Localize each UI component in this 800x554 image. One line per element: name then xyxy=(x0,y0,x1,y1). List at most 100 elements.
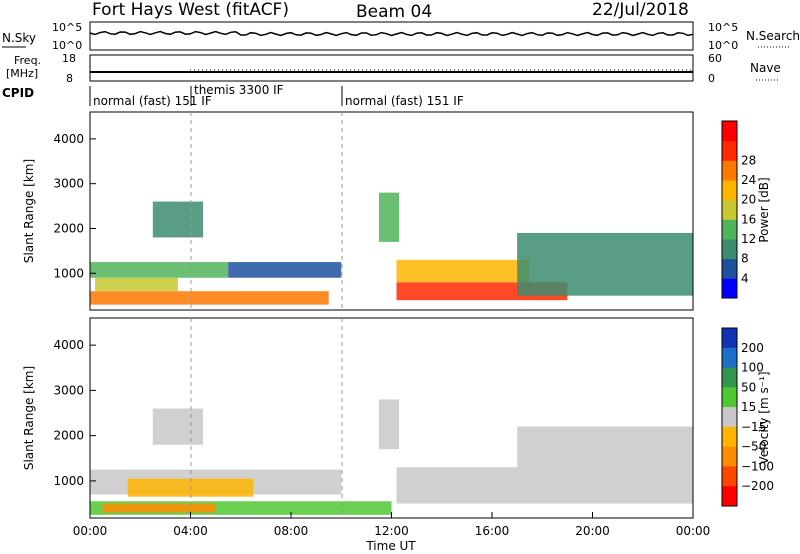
x-tick-label-4: 16:00 xyxy=(475,524,510,538)
velocity-ytick-label-2: 3000 xyxy=(53,383,84,397)
power-colorbar xyxy=(722,121,737,299)
plot-title: Fort Hays West (fitACF) xyxy=(92,0,289,20)
beam-label: Beam 04 xyxy=(356,2,432,22)
power-colorbar-cell-6 xyxy=(722,160,737,181)
power-colorbar-ticks: 4 8 12 16 20 24 28 xyxy=(741,153,756,285)
noise-panel-frame xyxy=(89,21,694,51)
x-tick-label-2: 08:00 xyxy=(274,524,309,538)
power-region-4 xyxy=(152,201,204,238)
velocity-colorbar-tick-2: 50 xyxy=(741,380,756,394)
power-colorbar-cell-7 xyxy=(722,140,737,161)
x-tick-label-3: 12:00 xyxy=(374,524,409,538)
x-tick-label-1: 04:00 xyxy=(173,524,208,538)
power-colorbar-cell-2 xyxy=(722,239,737,260)
freq-right-tick-top: 60 xyxy=(708,52,722,65)
velocity-colorbar-tick-7: −200 xyxy=(741,479,774,493)
velocity-ytick-label-3: 4000 xyxy=(53,338,84,352)
power-ytick-label-1: 2000 xyxy=(53,221,84,235)
velocity-colorbar-ticks: 200 100 50 15 −15 −50 −100 −200 xyxy=(741,341,774,493)
velocity-region-4 xyxy=(152,408,204,445)
noise-left-tick-top: 10^5 xyxy=(52,21,82,34)
power-colorbar-tick-0: 4 xyxy=(741,271,749,285)
power-colorbar-cell-0 xyxy=(722,278,737,299)
noise-sky-trace xyxy=(89,30,694,37)
power-colorbar-cell-1 xyxy=(722,258,737,279)
x-tick-label-5: 20:00 xyxy=(575,524,610,538)
power-colorbar-tick-2: 12 xyxy=(741,232,756,246)
power-region-7 xyxy=(378,192,400,242)
freq-left-tick-bottom: 8 xyxy=(66,72,73,85)
velocity-region-5 xyxy=(396,467,693,504)
noise-left-label: N.Sky xyxy=(2,31,36,45)
velocity-y-ticks: 1000 2000 3000 4000 xyxy=(53,338,96,488)
power-colorbar-cell-4 xyxy=(722,199,737,220)
velocity-colorbar xyxy=(722,328,737,507)
freq-right-tick-bottom: 0 xyxy=(708,72,715,85)
velocity-colorbar-tick-5: −50 xyxy=(741,440,766,454)
velocity-colorbar-cell-1 xyxy=(722,347,737,369)
power-region-3 xyxy=(228,262,342,278)
freq-panel-frame xyxy=(89,54,694,82)
velocity-colorbar-cell-5 xyxy=(722,426,737,448)
velocity-heatmap xyxy=(90,399,693,515)
velocity-colorbar-tick-4: −15 xyxy=(741,420,766,434)
velocity-colorbar-frame xyxy=(721,327,738,507)
velocity-region-7 xyxy=(517,426,693,468)
velocity-colorbar-cell-4 xyxy=(722,407,737,428)
freq-label-top: Freq. xyxy=(14,54,41,67)
velocity-colorbar-tick-3: 15 xyxy=(741,400,756,414)
velocity-region-3 xyxy=(102,503,216,513)
noise-right-label: N.Search xyxy=(746,29,800,43)
power-colorbar-label: Power [dB] xyxy=(757,177,771,242)
power-colorbar-cell-3 xyxy=(722,219,737,240)
noise-right-tick-top: 10^5 xyxy=(708,21,738,34)
velocity-colorbar-cell-7 xyxy=(722,466,737,487)
cpid-segment-1: themis 3300 IF xyxy=(194,83,284,97)
power-panel-frame xyxy=(89,111,694,311)
power-ylabel: Slant Range [km] xyxy=(22,159,36,263)
velocity-colorbar-cell-8 xyxy=(722,486,737,507)
x-axis-ticks: 00:00 04:00 08:00 12:00 16:00 20:00 00:00 xyxy=(73,512,711,538)
cpid-segment-0: normal (fast) 151 IF xyxy=(93,94,212,108)
power-region-8 xyxy=(517,232,693,296)
velocity-colorbar-cell-2 xyxy=(722,367,737,388)
freq-left-tick-top: 18 xyxy=(62,52,76,65)
noise-right-tick-bottom: 10^0 xyxy=(708,39,738,52)
cpid-label: CPID xyxy=(2,86,34,100)
noise-left-tick-bottom: 10^0 xyxy=(52,39,82,52)
velocity-colorbar-label: Velocity [m s⁻¹] xyxy=(757,371,771,464)
velocity-colorbar-tick-0: 200 xyxy=(741,341,764,355)
power-colorbar-cell-5 xyxy=(722,180,737,201)
cpid-segment-2: normal (fast) 151 IF xyxy=(345,94,464,108)
power-region-0 xyxy=(90,262,229,278)
freq-right-label: Nave xyxy=(750,61,781,75)
power-region-6 xyxy=(396,259,530,283)
power-ytick-label-3: 4000 xyxy=(53,132,84,146)
power-y-ticks: 1000 2000 3000 4000 xyxy=(53,132,96,280)
date-label: 22/Jul/2018 xyxy=(592,0,689,20)
velocity-colorbar-cell-6 xyxy=(722,446,737,467)
power-colorbar-tick-1: 8 xyxy=(741,252,749,266)
x-tick-label-6: 00:00 xyxy=(676,524,711,538)
x-axis-label: Time UT xyxy=(365,539,416,553)
x-tick-label-0: 00:00 xyxy=(73,524,108,538)
power-colorbar-tick-4: 20 xyxy=(741,193,756,207)
power-region-1 xyxy=(90,291,329,305)
power-colorbar-tick-3: 16 xyxy=(741,212,756,226)
velocity-ytick-label-0: 1000 xyxy=(53,474,84,488)
power-ytick-label-2: 3000 xyxy=(53,177,84,191)
velocity-ytick-label-1: 2000 xyxy=(53,429,84,443)
power-ytick-label-0: 1000 xyxy=(53,266,84,280)
power-colorbar-cell-8 xyxy=(722,121,737,142)
power-region-2 xyxy=(95,277,178,292)
power-colorbar-frame xyxy=(721,120,738,299)
velocity-colorbar-tick-6: −100 xyxy=(741,459,774,473)
power-colorbar-tick-6: 28 xyxy=(741,153,756,167)
velocity-colorbar-cell-3 xyxy=(722,387,737,408)
velocity-region-6 xyxy=(378,399,400,450)
velocity-ylabel: Slant Range [km] xyxy=(22,366,36,470)
power-heatmap xyxy=(90,192,693,305)
power-colorbar-tick-5: 24 xyxy=(741,173,756,187)
freq-label-unit: [MHz] xyxy=(6,67,38,80)
